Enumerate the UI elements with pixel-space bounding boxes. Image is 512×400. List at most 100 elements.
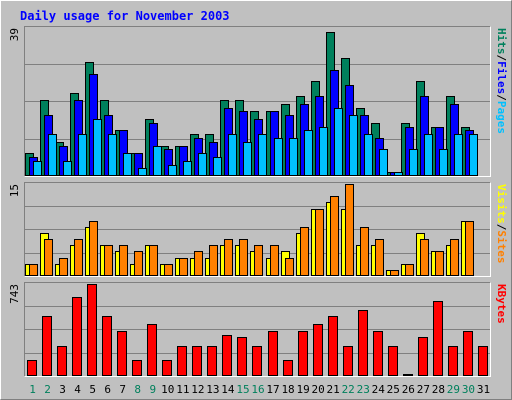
bar-kbytes-day-12 — [192, 346, 202, 376]
bar-pages-day-29 — [454, 134, 463, 176]
x-tick-label-day-29: 29 — [447, 383, 460, 396]
x-tick-label-day-17: 17 — [266, 383, 279, 396]
bar-kbytes-day-18 — [283, 360, 293, 376]
axis-label-sites-visits: Visits/Sites — [495, 184, 508, 264]
x-tick-label-day-23: 23 — [357, 383, 370, 396]
bar-kbytes-day-17 — [268, 331, 278, 376]
axis-label-separator: / — [495, 55, 508, 62]
bar-kbytes-day-28 — [433, 301, 443, 376]
bar-pages-day-26 — [409, 149, 418, 176]
bar-sites-day-6 — [104, 245, 113, 276]
bar-kbytes-day-7 — [117, 331, 127, 376]
bar-pages-day-13 — [213, 157, 222, 176]
bar-sites-day-10 — [164, 264, 173, 276]
bar-pages-day-12 — [198, 153, 207, 176]
bar-sites-day-2 — [44, 239, 53, 276]
x-tick-label-day-6: 6 — [104, 383, 111, 396]
bar-sites-day-9 — [149, 245, 158, 276]
bar-kbytes-day-5 — [87, 284, 97, 376]
bar-sites-day-4 — [74, 239, 83, 276]
x-tick-label-day-12: 12 — [191, 383, 204, 396]
axis-label-part-visits: Visits — [495, 184, 508, 224]
axis-label-part-files: Files — [495, 61, 508, 94]
bar-kbytes-day-29 — [448, 346, 458, 376]
bar-pages-day-22 — [349, 115, 358, 176]
bar-pages-day-27 — [424, 134, 433, 176]
bar-sites-day-30 — [465, 221, 474, 276]
x-tick-label-day-28: 28 — [432, 383, 445, 396]
bar-pages-day-18 — [289, 138, 298, 176]
bar-pages-day-3 — [63, 161, 72, 176]
bar-pages-day-21 — [334, 108, 343, 176]
bar-sites-day-13 — [209, 245, 218, 276]
bar-pages-day-16 — [258, 134, 267, 176]
x-tick-label-day-26: 26 — [402, 383, 415, 396]
x-tick-label-day-13: 13 — [206, 383, 219, 396]
bar-sites-day-17 — [270, 245, 279, 276]
bar-pages-day-11 — [183, 161, 192, 176]
bar-sites-day-18 — [285, 258, 294, 276]
axis-label-part-pages: Pages — [495, 101, 508, 134]
bar-pages-day-4 — [78, 134, 87, 176]
bar-sites-day-27 — [420, 239, 429, 276]
bar-kbytes-day-1 — [27, 360, 37, 376]
x-tick-label-day-24: 24 — [372, 383, 386, 396]
bar-kbytes-day-23 — [358, 310, 368, 376]
bar-pages-day-19 — [304, 130, 313, 176]
x-tick-label-day-14: 14 — [221, 383, 235, 396]
x-tick-label-day-22: 22 — [342, 383, 355, 396]
bar-kbytes-day-19 — [298, 331, 308, 376]
bar-sites-day-21 — [330, 196, 339, 276]
bar-pages-day-28 — [439, 149, 448, 176]
bar-pages-day-8 — [138, 168, 147, 176]
bar-pages-day-17 — [274, 138, 283, 176]
plot-border-light — [24, 282, 491, 377]
bar-sites-day-15 — [239, 239, 248, 276]
plot-border-light — [24, 182, 491, 277]
bar-kbytes-day-25 — [388, 346, 398, 376]
bar-kbytes-day-26 — [403, 374, 413, 376]
bar-kbytes-day-6 — [102, 316, 112, 376]
axis-label-part-kbytes: KBytes — [495, 284, 508, 324]
x-tick-label-day-27: 27 — [417, 383, 430, 396]
x-tick-label-day-19: 19 — [296, 383, 309, 396]
bar-sites-day-8 — [134, 251, 143, 276]
bar-kbytes-day-3 — [57, 346, 67, 376]
bar-kbytes-day-31 — [478, 346, 488, 376]
bar-kbytes-day-10 — [162, 360, 172, 376]
bar-kbytes-day-13 — [207, 346, 217, 376]
bar-sites-day-7 — [119, 245, 128, 276]
x-tick-label-day-20: 20 — [312, 383, 325, 396]
bar-sites-day-29 — [450, 239, 459, 276]
panel-pages-files-hits: 39 Hits/Files/Pages — [8, 26, 508, 177]
bar-kbytes-day-30 — [463, 331, 473, 376]
bar-kbytes-day-16 — [252, 346, 262, 376]
panel-sites-visits: 15 Visits/Sites — [8, 182, 508, 277]
axis-label-separator: / — [495, 224, 508, 231]
bar-kbytes-day-2 — [42, 316, 52, 376]
bar-sites-day-5 — [89, 221, 98, 276]
bar-kbytes-day-20 — [313, 324, 323, 376]
axis-label-separator: / — [495, 94, 508, 101]
bar-sites-day-22 — [345, 184, 354, 276]
chart-title: Daily usage for November 2003 — [20, 9, 230, 23]
panel-kbytes: 743 KBytes — [8, 282, 508, 377]
bar-sites-day-28 — [435, 251, 444, 276]
bar-sites-day-12 — [194, 251, 203, 276]
bar-kbytes-day-4 — [72, 297, 82, 376]
bar-sites-day-25 — [390, 270, 399, 276]
x-tick-label-day-21: 21 — [327, 383, 340, 396]
bar-kbytes-day-15 — [237, 337, 247, 376]
bar-kbytes-day-24 — [373, 331, 383, 376]
bar-pages-day-1 — [33, 161, 42, 176]
axis-label-pages-files-hits: Hits/Files/Pages — [495, 28, 508, 134]
plot-border-light — [24, 26, 491, 177]
bar-pages-day-5 — [93, 119, 102, 176]
bar-sites-day-14 — [224, 239, 233, 276]
bar-sites-day-19 — [300, 227, 309, 276]
axis-label-kbytes: KBytes — [495, 284, 508, 324]
x-axis-labels: 1 2 3 4 5 6 7 8 9 10 11 12 13 14 15 16 17 18 19 20 21 22 23 24 2… — [29, 383, 490, 396]
y-max-label-sites-visits: 15 — [8, 184, 21, 197]
axis-label-part-hits: Hits — [495, 28, 508, 55]
